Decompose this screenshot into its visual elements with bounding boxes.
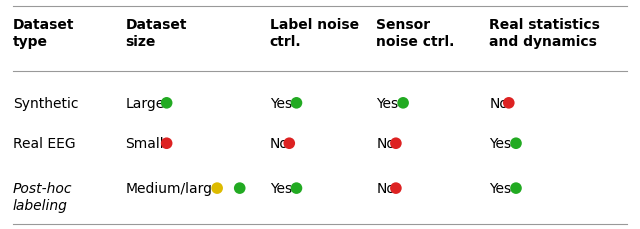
Point: [161, 101, 172, 105]
Text: Dataset
type: Dataset type: [13, 18, 74, 49]
Text: Yes: Yes: [270, 182, 292, 196]
Point: [291, 101, 301, 105]
Text: Small: Small: [125, 137, 164, 151]
Text: Real EEG: Real EEG: [13, 137, 76, 151]
Point: [511, 141, 521, 145]
Point: [161, 141, 172, 145]
Point: [398, 101, 408, 105]
Text: Yes: Yes: [490, 137, 511, 151]
Point: [212, 186, 222, 190]
Text: Label noise
ctrl.: Label noise ctrl.: [270, 18, 359, 49]
Point: [235, 186, 245, 190]
Point: [391, 141, 401, 145]
Text: Real statistics
and dynamics: Real statistics and dynamics: [490, 18, 600, 49]
Text: Yes: Yes: [270, 97, 292, 111]
Point: [391, 186, 401, 190]
Text: Yes: Yes: [490, 182, 511, 196]
Text: Synthetic: Synthetic: [13, 97, 78, 111]
Point: [284, 141, 294, 145]
Point: [504, 101, 514, 105]
Text: Post-hoc
labeling: Post-hoc labeling: [13, 182, 72, 213]
Point: [291, 186, 301, 190]
Text: No: No: [490, 97, 508, 111]
Text: Medium/large: Medium/large: [125, 182, 221, 196]
Text: No: No: [270, 137, 289, 151]
Text: Sensor
noise ctrl.: Sensor noise ctrl.: [376, 18, 455, 49]
Text: No: No: [376, 182, 396, 196]
Text: No: No: [376, 137, 396, 151]
Text: Large: Large: [125, 97, 165, 111]
Text: Yes: Yes: [376, 97, 399, 111]
Point: [511, 186, 521, 190]
Text: Dataset
size: Dataset size: [125, 18, 187, 49]
